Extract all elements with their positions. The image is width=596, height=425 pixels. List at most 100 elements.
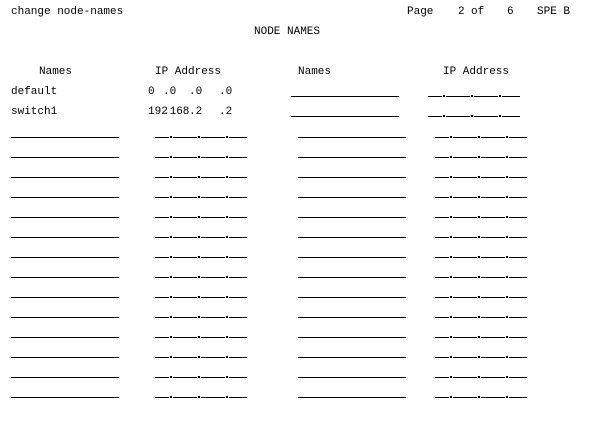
ip-field-segment[interactable] (453, 277, 477, 278)
name-field[interactable] (298, 137, 406, 138)
ip-field-segment[interactable] (509, 217, 527, 218)
ip-field-segment[interactable] (155, 377, 169, 378)
ip-field-segment[interactable] (155, 397, 169, 398)
ip-field-segment[interactable] (453, 377, 477, 378)
ip-field-segment[interactable] (201, 157, 225, 158)
ip-field-segment[interactable] (509, 397, 527, 398)
ip-field-segment[interactable] (435, 317, 449, 318)
name-field[interactable] (298, 277, 406, 278)
ip-field-segment[interactable] (481, 337, 505, 338)
ip-field-segment[interactable] (435, 157, 449, 158)
ip-field-segment[interactable] (155, 217, 169, 218)
name-field[interactable] (11, 197, 119, 198)
name-field[interactable] (291, 116, 399, 117)
ip-octet-value[interactable]: .168 (163, 106, 190, 118)
ip-field-segment[interactable] (435, 237, 449, 238)
ip-field-segment[interactable] (435, 357, 449, 358)
ip-field-segment[interactable] (229, 217, 247, 218)
ip-field-segment[interactable] (229, 317, 247, 318)
name-field[interactable] (298, 177, 406, 178)
name-field[interactable] (11, 297, 119, 298)
node-name-value[interactable]: switch1 (11, 106, 58, 118)
ip-field-segment[interactable] (446, 116, 470, 117)
ip-field-segment[interactable] (481, 297, 505, 298)
name-field[interactable] (291, 96, 399, 97)
ip-octet-value[interactable]: 192 (148, 106, 168, 118)
ip-field-segment[interactable] (229, 237, 247, 238)
ip-field-segment[interactable] (173, 137, 197, 138)
ip-field-segment[interactable] (201, 277, 225, 278)
ip-field-segment[interactable] (453, 357, 477, 358)
ip-field-segment[interactable] (428, 96, 442, 97)
ip-field-segment[interactable] (509, 317, 527, 318)
name-field[interactable] (11, 357, 119, 358)
ip-field-segment[interactable] (155, 297, 169, 298)
ip-field-segment[interactable] (229, 137, 247, 138)
name-field[interactable] (298, 157, 406, 158)
ip-field-segment[interactable] (453, 197, 477, 198)
ip-field-segment[interactable] (201, 137, 225, 138)
name-field[interactable] (11, 337, 119, 338)
ip-field-segment[interactable] (229, 197, 247, 198)
ip-field-segment[interactable] (481, 277, 505, 278)
ip-field-segment[interactable] (229, 157, 247, 158)
ip-field-segment[interactable] (155, 197, 169, 198)
ip-field-segment[interactable] (155, 357, 169, 358)
ip-field-segment[interactable] (481, 157, 505, 158)
ip-field-segment[interactable] (481, 377, 505, 378)
ip-field-segment[interactable] (173, 237, 197, 238)
ip-field-segment[interactable] (173, 317, 197, 318)
name-field[interactable] (298, 397, 406, 398)
ip-octet-value[interactable]: 0 (148, 86, 155, 98)
ip-octet-value[interactable]: .2 (219, 106, 233, 118)
ip-field-segment[interactable] (155, 157, 169, 158)
ip-field-segment[interactable] (201, 397, 225, 398)
ip-field-segment[interactable] (481, 397, 505, 398)
ip-field-segment[interactable] (474, 116, 498, 117)
ip-field-segment[interactable] (173, 397, 197, 398)
ip-field-segment[interactable] (155, 257, 169, 258)
ip-field-segment[interactable] (229, 357, 247, 358)
ip-field-segment[interactable] (435, 377, 449, 378)
name-field[interactable] (11, 137, 119, 138)
ip-field-segment[interactable] (201, 177, 225, 178)
ip-field-segment[interactable] (173, 217, 197, 218)
ip-field-segment[interactable] (453, 157, 477, 158)
ip-field-segment[interactable] (155, 337, 169, 338)
ip-octet-value[interactable]: .2 (189, 106, 203, 118)
ip-field-segment[interactable] (229, 257, 247, 258)
ip-field-segment[interactable] (481, 197, 505, 198)
ip-field-segment[interactable] (201, 337, 225, 338)
name-field[interactable] (11, 217, 119, 218)
ip-field-segment[interactable] (428, 116, 442, 117)
ip-field-segment[interactable] (173, 257, 197, 258)
ip-field-segment[interactable] (229, 397, 247, 398)
ip-field-segment[interactable] (435, 137, 449, 138)
name-field[interactable] (11, 257, 119, 258)
ip-field-segment[interactable] (509, 357, 527, 358)
name-field[interactable] (11, 177, 119, 178)
name-field[interactable] (298, 237, 406, 238)
ip-field-segment[interactable] (435, 257, 449, 258)
ip-field-segment[interactable] (481, 217, 505, 218)
ip-field-segment[interactable] (173, 197, 197, 198)
ip-field-segment[interactable] (229, 177, 247, 178)
ip-field-segment[interactable] (509, 377, 527, 378)
ip-field-segment[interactable] (201, 377, 225, 378)
ip-field-segment[interactable] (435, 177, 449, 178)
ip-field-segment[interactable] (509, 257, 527, 258)
ip-field-segment[interactable] (435, 277, 449, 278)
ip-field-segment[interactable] (481, 237, 505, 238)
ip-octet-value[interactable]: .0 (219, 86, 233, 98)
ip-field-segment[interactable] (173, 357, 197, 358)
name-field[interactable] (298, 297, 406, 298)
ip-octet-value[interactable]: .0 (163, 86, 177, 98)
ip-field-segment[interactable] (509, 237, 527, 238)
ip-field-segment[interactable] (453, 317, 477, 318)
ip-field-segment[interactable] (453, 217, 477, 218)
ip-field-segment[interactable] (453, 257, 477, 258)
ip-field-segment[interactable] (453, 297, 477, 298)
ip-field-segment[interactable] (453, 397, 477, 398)
name-field[interactable] (11, 277, 119, 278)
ip-field-segment[interactable] (173, 297, 197, 298)
